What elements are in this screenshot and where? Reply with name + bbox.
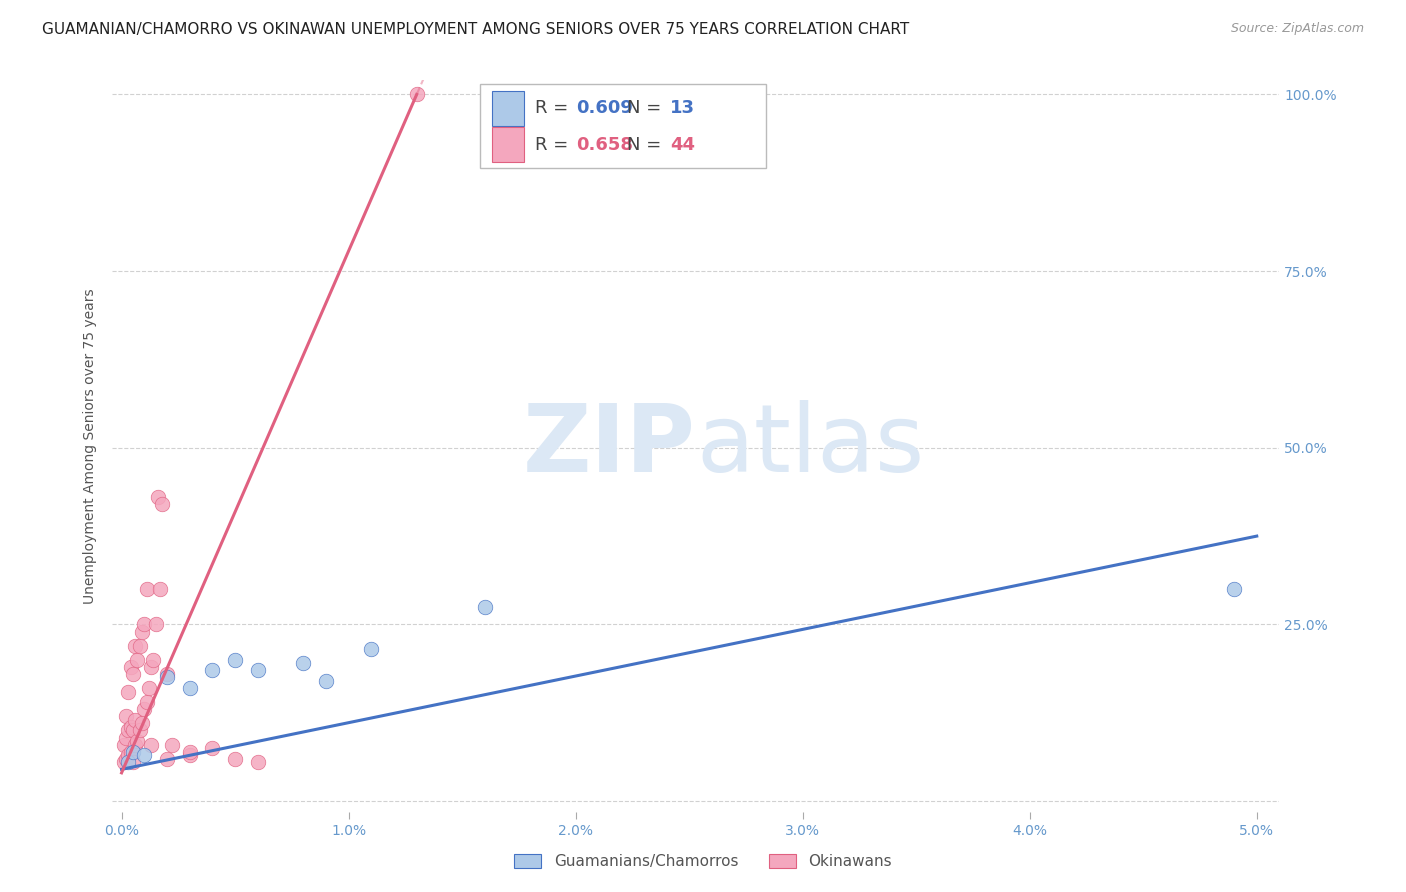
- Point: [117, 748, 139, 763]
- Point: [152, 497, 174, 511]
- Point: [120, 720, 142, 734]
- Text: R =: R =: [534, 136, 574, 153]
- Point: [142, 653, 165, 667]
- Point: [179, 681, 201, 695]
- Point: [179, 745, 201, 759]
- Text: atlas: atlas: [696, 400, 924, 492]
- Point: [138, 681, 160, 695]
- Point: [474, 599, 496, 614]
- Text: N =: N =: [627, 99, 666, 117]
- Point: [201, 664, 224, 678]
- Point: [179, 748, 201, 763]
- Point: [135, 582, 157, 596]
- Point: [139, 738, 162, 752]
- Point: [131, 624, 153, 639]
- Text: 13: 13: [671, 99, 696, 117]
- Point: [128, 723, 150, 738]
- Point: [131, 716, 153, 731]
- Point: [122, 667, 145, 681]
- Point: [156, 752, 179, 766]
- Point: [246, 756, 269, 770]
- Point: [112, 738, 135, 752]
- Text: R =: R =: [534, 99, 574, 117]
- FancyBboxPatch shape: [492, 90, 524, 126]
- Point: [224, 752, 246, 766]
- Point: [120, 660, 142, 674]
- Point: [201, 741, 224, 756]
- Point: [134, 702, 156, 716]
- Point: [149, 582, 172, 596]
- Text: GUAMANIAN/CHAMORRO VS OKINAWAN UNEMPLOYMENT AMONG SENIORS OVER 75 YEARS CORRELAT: GUAMANIAN/CHAMORRO VS OKINAWAN UNEMPLOYM…: [42, 22, 910, 37]
- Point: [122, 723, 145, 738]
- Point: [246, 664, 269, 678]
- Point: [115, 731, 138, 745]
- Point: [134, 748, 156, 763]
- Point: [124, 639, 146, 653]
- Point: [139, 660, 162, 674]
- Text: 44: 44: [671, 136, 696, 153]
- Point: [156, 670, 179, 684]
- Point: [127, 653, 149, 667]
- Point: [146, 490, 169, 504]
- Point: [135, 695, 157, 709]
- Point: [134, 617, 156, 632]
- Point: [145, 617, 167, 632]
- FancyBboxPatch shape: [492, 127, 524, 162]
- Point: [405, 87, 427, 102]
- Point: [112, 756, 135, 770]
- Point: [122, 745, 145, 759]
- Point: [128, 639, 150, 653]
- FancyBboxPatch shape: [479, 84, 766, 168]
- Point: [360, 642, 382, 657]
- Point: [124, 713, 146, 727]
- Point: [127, 734, 149, 748]
- Point: [115, 752, 138, 766]
- Point: [1223, 582, 1246, 596]
- Text: N =: N =: [627, 136, 666, 153]
- Legend: Guamanians/Chamorros, Okinawans: Guamanians/Chamorros, Okinawans: [508, 848, 898, 875]
- Point: [224, 653, 246, 667]
- Point: [156, 667, 179, 681]
- Text: 0.658: 0.658: [576, 136, 633, 153]
- Y-axis label: Unemployment Among Seniors over 75 years: Unemployment Among Seniors over 75 years: [83, 288, 97, 604]
- Point: [117, 756, 139, 770]
- Text: Source: ZipAtlas.com: Source: ZipAtlas.com: [1230, 22, 1364, 36]
- Point: [122, 756, 145, 770]
- Text: ZIP: ZIP: [523, 400, 696, 492]
- Point: [160, 738, 183, 752]
- Point: [124, 738, 146, 752]
- Point: [115, 709, 138, 723]
- Point: [117, 684, 139, 698]
- Point: [292, 657, 315, 671]
- Point: [117, 723, 139, 738]
- Point: [120, 745, 142, 759]
- Point: [315, 673, 337, 688]
- Text: 0.609: 0.609: [576, 99, 633, 117]
